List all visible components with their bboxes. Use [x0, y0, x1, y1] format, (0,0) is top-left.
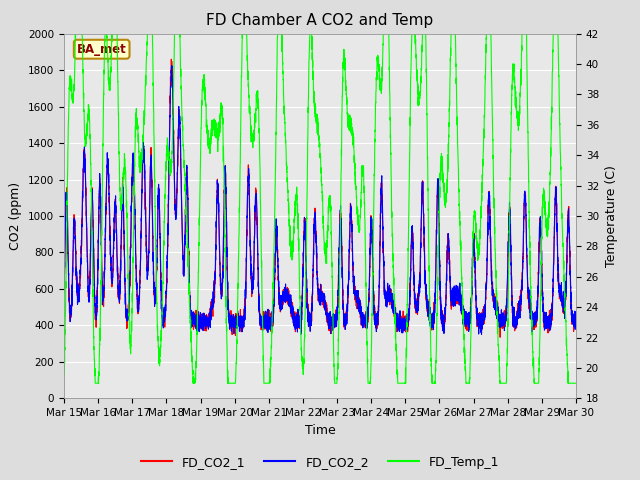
Line: FD_CO2_2: FD_CO2_2 — [64, 66, 576, 334]
FD_CO2_1 — [572, 319, 580, 325]
FD_CO2_1 — [435, 198, 442, 204]
Legend: FD_CO2_1, FD_CO2_2, FD_Temp_1: FD_CO2_1, FD_CO2_2, FD_Temp_1 — [136, 451, 504, 474]
Y-axis label: CO2 (ppm): CO2 (ppm) — [10, 182, 22, 250]
FD_Temp_1 — [435, 233, 442, 239]
FD_Temp_1 — [572, 380, 580, 386]
FD_CO2_2 — [60, 289, 68, 295]
FD_Temp_1 — [92, 380, 99, 386]
FD_Temp_1 — [572, 380, 579, 386]
Title: FD Chamber A CO2 and Temp: FD Chamber A CO2 and Temp — [206, 13, 434, 28]
FD_CO2_1 — [406, 280, 414, 286]
FD_CO2_2 — [168, 63, 175, 69]
Line: FD_CO2_1: FD_CO2_1 — [64, 59, 576, 337]
Y-axis label: Temperature (C): Temperature (C) — [605, 165, 618, 267]
FD_Temp_1 — [406, 106, 414, 112]
FD_CO2_2 — [152, 288, 160, 293]
FD_Temp_1 — [152, 270, 160, 276]
FD_CO2_1 — [301, 215, 308, 221]
Line: FD_Temp_1: FD_Temp_1 — [64, 34, 576, 383]
FD_CO2_2 — [572, 323, 579, 328]
FD_Temp_1 — [301, 325, 308, 331]
FD_CO2_2 — [406, 281, 414, 287]
X-axis label: Time: Time — [305, 424, 335, 437]
FD_Temp_1 — [60, 373, 68, 379]
FD_CO2_1 — [572, 320, 579, 326]
Text: BA_met: BA_met — [77, 43, 127, 56]
FD_CO2_2 — [572, 321, 580, 327]
FD_CO2_1 — [152, 289, 160, 295]
FD_Temp_1 — [72, 31, 79, 36]
FD_CO2_1 — [60, 283, 68, 289]
FD_CO2_2 — [435, 189, 442, 195]
FD_CO2_1 — [168, 56, 175, 62]
FD_CO2_1 — [496, 335, 504, 340]
FD_CO2_2 — [301, 217, 308, 223]
FD_CO2_1 — [464, 318, 472, 324]
FD_CO2_2 — [477, 331, 485, 337]
FD_Temp_1 — [464, 380, 472, 386]
FD_CO2_2 — [464, 319, 472, 324]
